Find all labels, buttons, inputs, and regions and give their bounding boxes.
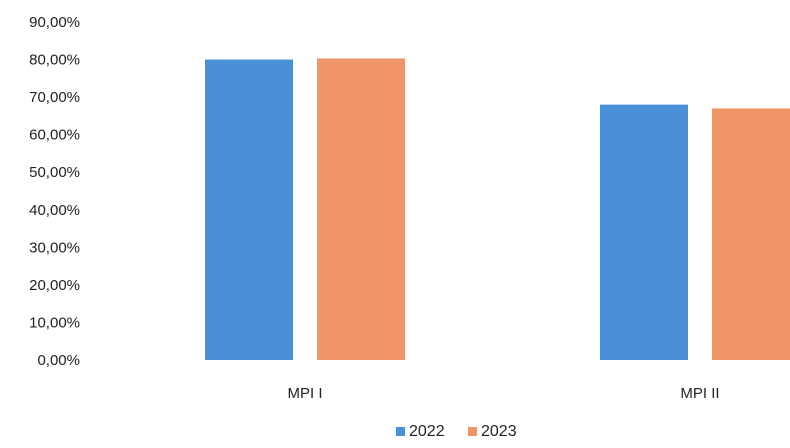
y-tick-label: 30,00% bbox=[29, 239, 80, 256]
y-axis: 0,00% 10,00% 20,00% 30,00% 40,00% 50,00% 60,00… bbox=[29, 14, 80, 369]
legend-label-2022: 2022 bbox=[409, 423, 445, 440]
category-label: MPI I bbox=[287, 385, 322, 402]
y-tick-label: 50,00% bbox=[29, 164, 80, 181]
legend-label-2023: 2023 bbox=[481, 423, 517, 440]
y-tick-label: 90,00% bbox=[29, 14, 80, 31]
y-tick-label: 70,00% bbox=[29, 89, 80, 106]
y-tick-label: 0,00% bbox=[37, 352, 80, 369]
bar-2023-mpi-ii bbox=[712, 108, 790, 360]
y-tick-label: 10,00% bbox=[29, 314, 80, 331]
bar-2023-mpi-i bbox=[317, 58, 405, 360]
legend-swatch-2023 bbox=[468, 427, 477, 436]
bars bbox=[205, 58, 790, 361]
y-tick-label: 80,00% bbox=[29, 52, 80, 69]
x-axis: MPI I MPI II bbox=[287, 385, 719, 402]
bar-2022-mpi-ii bbox=[600, 104, 688, 360]
legend-swatch-2022 bbox=[396, 427, 405, 436]
category-label: MPI II bbox=[680, 385, 719, 402]
bar-2022-mpi-i bbox=[205, 59, 293, 361]
y-tick-label: 60,00% bbox=[29, 127, 80, 144]
y-tick-label: 40,00% bbox=[29, 202, 80, 219]
legend: 2022 2023 bbox=[396, 423, 517, 440]
y-tick-label: 20,00% bbox=[29, 277, 80, 294]
